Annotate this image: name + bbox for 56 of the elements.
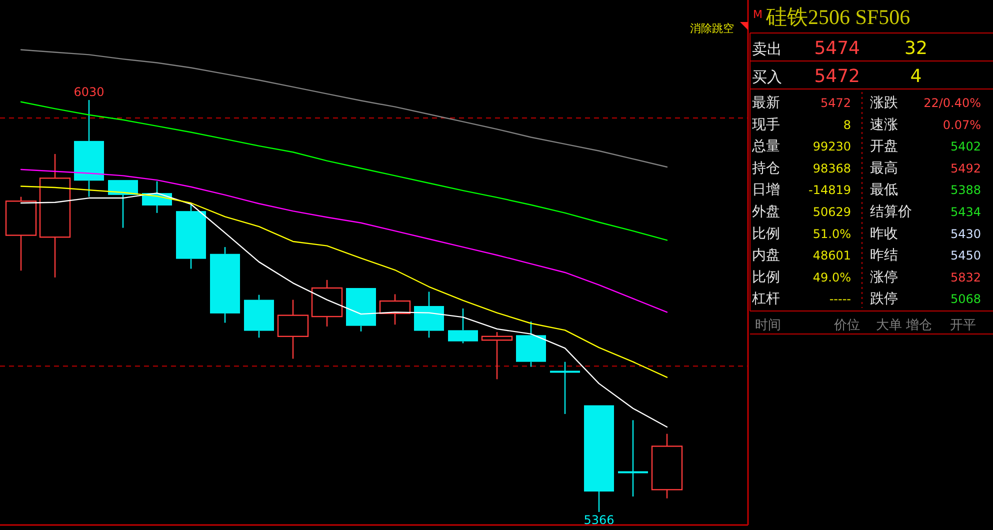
text: 5832 bbox=[950, 270, 981, 284]
annotation: 6030 bbox=[74, 85, 104, 99]
text: 最低 bbox=[870, 182, 898, 198]
text: 5430 bbox=[950, 226, 981, 241]
text: 开盘 bbox=[870, 138, 898, 155]
text: ----- bbox=[829, 292, 851, 306]
text: 5068 bbox=[950, 292, 981, 306]
text: 98368 bbox=[812, 161, 851, 176]
text: 22/0.40% bbox=[924, 96, 981, 110]
text: 涨停 bbox=[870, 269, 898, 286]
text: 增仓 bbox=[905, 318, 932, 333]
text: 5472 bbox=[820, 96, 851, 110]
text: 昨结 bbox=[870, 248, 898, 264]
text: 日增 bbox=[752, 182, 780, 198]
text: 49.0% bbox=[812, 270, 851, 284]
text: 涨跌 bbox=[870, 95, 898, 111]
text: 内盘 bbox=[752, 248, 780, 264]
text: 现手 bbox=[752, 116, 780, 133]
text: 5472 bbox=[814, 66, 860, 87]
text: 卖出 bbox=[752, 40, 782, 58]
text: 4 bbox=[910, 66, 922, 87]
text: 5474 bbox=[814, 38, 860, 59]
text: 硅铁2506 SF506 bbox=[765, 5, 910, 29]
text: 5450 bbox=[950, 248, 981, 263]
text: 持仓 bbox=[752, 160, 780, 176]
text: -14819 bbox=[808, 183, 851, 198]
text: 比例 bbox=[752, 226, 780, 242]
text: 最新 bbox=[752, 95, 780, 111]
text: 消除跳空 bbox=[690, 22, 734, 35]
text: 大单 bbox=[876, 318, 902, 333]
text: 8 bbox=[843, 118, 851, 132]
text: 99230 bbox=[812, 140, 851, 154]
text: 买入 bbox=[752, 68, 782, 86]
text: 最高 bbox=[870, 160, 898, 176]
text: 0.07% bbox=[942, 118, 981, 132]
text: 昨收 bbox=[870, 226, 898, 242]
text: 51.0% bbox=[812, 226, 851, 241]
text: 32 bbox=[904, 38, 928, 59]
text: 速涨 bbox=[870, 116, 898, 133]
annotation: 5366 bbox=[584, 513, 614, 527]
text: 5402 bbox=[950, 140, 981, 154]
text: 50629 bbox=[812, 205, 851, 219]
text: 外盘 bbox=[752, 204, 780, 220]
text: 5388 bbox=[950, 183, 981, 198]
text: 48601 bbox=[812, 248, 851, 263]
text: 结算价 bbox=[870, 204, 912, 220]
text: 杠杆 bbox=[751, 291, 780, 308]
text: 5434 bbox=[950, 205, 981, 219]
text: 跌停 bbox=[870, 291, 898, 308]
text: 时间 bbox=[755, 318, 781, 333]
text: 价位 bbox=[833, 318, 860, 333]
text: M bbox=[753, 8, 762, 21]
text: 5492 bbox=[950, 161, 981, 176]
text: 开平 bbox=[950, 318, 976, 333]
text: 总量 bbox=[751, 138, 780, 155]
text: 比例 bbox=[752, 269, 780, 286]
